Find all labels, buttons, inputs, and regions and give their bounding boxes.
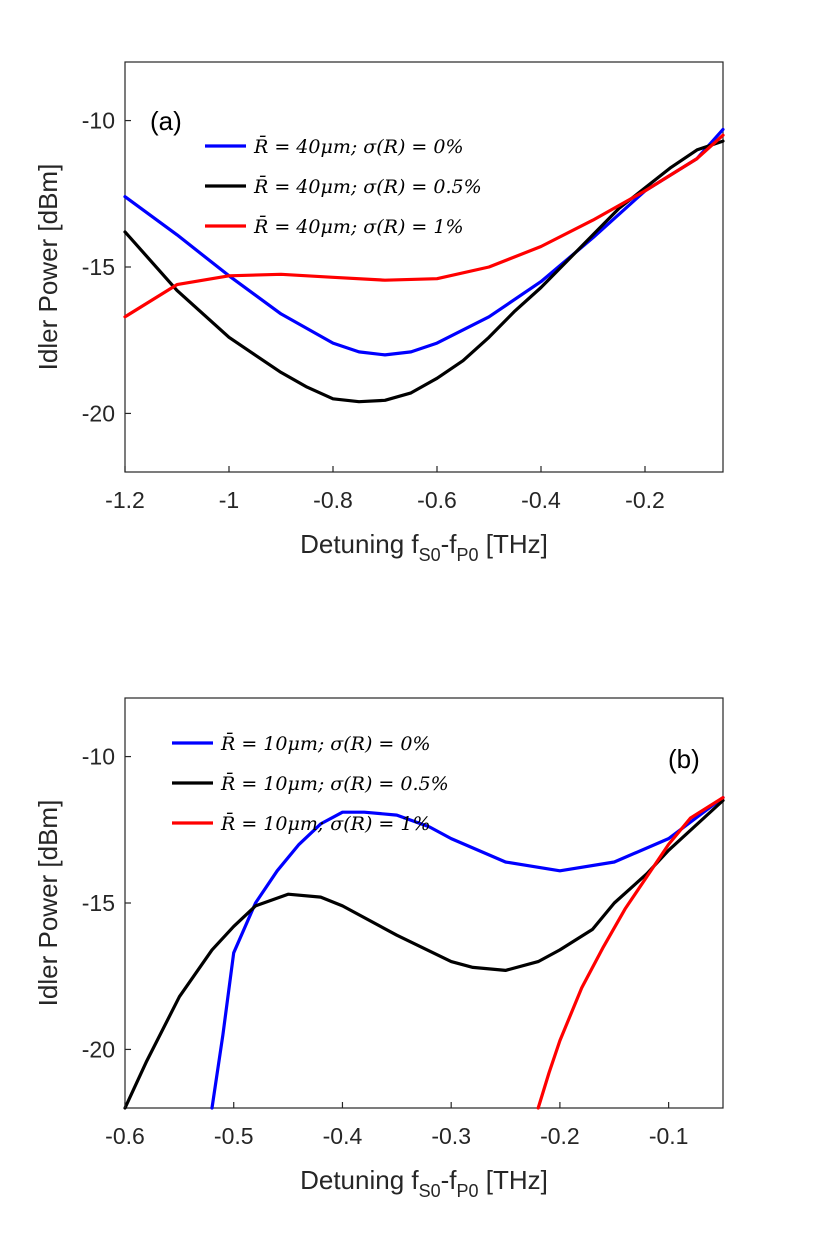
panel-a: -1.2 -1 -0.8 -0.6 -0.4 -0.2 -10 -15 -20 (a) R̄ … (33, 61, 725, 565)
series-group-b (123, 795, 725, 1110)
legend-a: R̄ = 40μm; σ(R) = 0% R̄ = 40μm; σ(R) = 0… (205, 135, 482, 238)
x-tick-label-a: -0.6 (417, 487, 457, 513)
series-line-b-2 (536, 795, 725, 1110)
y-axis-label-b: Idler Power [dBm] (33, 800, 63, 1007)
panel-label-b: (b) (668, 744, 700, 774)
legend-label-b-0: R̄ = 10μm; σ(R) = 0% (220, 732, 431, 755)
legend-b: R̄ = 10μm; σ(R) = 0% R̄ = 10μm; σ(R) = 0… (172, 732, 449, 835)
y-tick-label-a: -10 (82, 108, 115, 134)
series-line-b-0 (210, 795, 725, 1110)
y-axis-label-a: Idler Power [dBm] (33, 164, 63, 371)
panel-label-a: (a) (150, 106, 182, 136)
series-group-a (123, 127, 725, 404)
legend-label-a-0: R̄ = 40μm; σ(R) = 0% (253, 135, 464, 158)
y-tick-label-b: -15 (82, 890, 115, 916)
y-ticks-a: -10 -15 -20 (82, 108, 131, 426)
x-tick-label-a: -1 (219, 487, 239, 513)
x-tick-label-b: -0.2 (540, 1123, 580, 1149)
x-tick-label-b: -0.5 (214, 1123, 254, 1149)
legend-label-a-2: R̄ = 40μm; σ(R) = 1% (253, 215, 464, 238)
y-tick-label-b: -20 (82, 1036, 115, 1062)
x-tick-label-a: -1.2 (105, 487, 145, 513)
x-axis-label-a: Detuning fS0-fP0 [THz] (300, 529, 548, 565)
y-tick-label-b: -10 (82, 744, 115, 770)
y-tick-label-a: -20 (82, 400, 115, 426)
x-tick-label-a: -0.4 (521, 487, 561, 513)
y-ticks-b: -10 -15 -20 (82, 744, 131, 1062)
y-tick-label-a: -15 (82, 254, 115, 280)
series-line-a-0 (123, 127, 725, 357)
x-ticks-b: -0.6 -0.5 -0.4 -0.3 -0.2 -0.1 (105, 1102, 688, 1149)
legend-label-a-1: R̄ = 40μm; σ(R) = 0.5% (253, 175, 482, 198)
x-tick-label-a: -0.8 (313, 487, 353, 513)
legend-label-b-1: R̄ = 10μm; σ(R) = 0.5% (220, 772, 449, 795)
x-axis-label-b: Detuning fS0-fP0 [THz] (300, 1165, 548, 1201)
plot-area-b (124, 697, 724, 1109)
x-tick-label-b: -0.4 (323, 1123, 363, 1149)
x-tick-label-b: -0.3 (431, 1123, 471, 1149)
x-ticks-a: -1.2 -1 -0.8 -0.6 -0.4 -0.2 (105, 466, 665, 513)
plot-area-a (124, 61, 724, 473)
x-tick-label-b: -0.6 (105, 1123, 145, 1149)
x-tick-label-b: -0.1 (649, 1123, 689, 1149)
series-line-b-1 (123, 798, 725, 1110)
x-tick-label-a: -0.2 (625, 487, 665, 513)
legend-label-b-2: R̄ = 10μm; σ(R) = 1% (220, 812, 431, 835)
series-line-a-2 (123, 133, 725, 319)
panel-b: -0.6 -0.5 -0.4 -0.3 -0.2 -0.1 -10 -15 -20 (b) R… (33, 697, 725, 1201)
